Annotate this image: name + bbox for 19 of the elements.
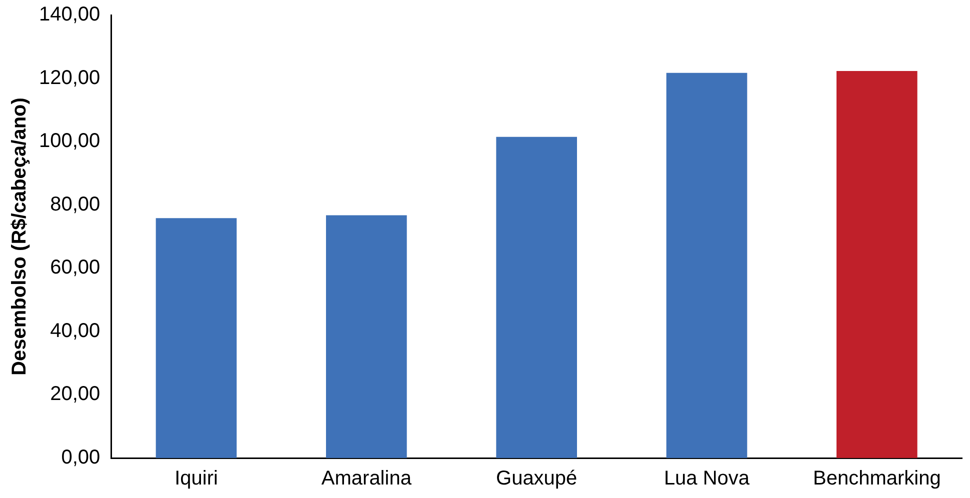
x-tick-label: Benchmarking xyxy=(812,468,941,490)
x-tick-label: Iquiri xyxy=(174,468,218,490)
y-tick-label: 20,00 xyxy=(50,383,100,406)
y-tick-label: 60,00 xyxy=(50,256,100,279)
x-tick-label: Guaxupé xyxy=(496,468,578,490)
x-tick-label: Amaralina xyxy=(321,468,412,490)
bar xyxy=(666,72,748,458)
y-tick-label: 80,00 xyxy=(50,193,100,216)
x-tick-label: Lua Nova xyxy=(664,468,750,490)
y-tick-label: 100,00 xyxy=(39,130,100,152)
bar xyxy=(836,71,918,458)
y-tick-label: 140,00 xyxy=(39,4,100,26)
y-tick-label: 0,00 xyxy=(61,446,100,469)
bar xyxy=(326,215,407,458)
y-axis-title: Desembolso (R$/cabeça/ano) xyxy=(8,98,31,376)
y-tick-label: 120,00 xyxy=(39,66,100,89)
bar xyxy=(496,136,577,458)
y-tick-label: 40,00 xyxy=(50,320,100,342)
bar xyxy=(156,218,237,458)
